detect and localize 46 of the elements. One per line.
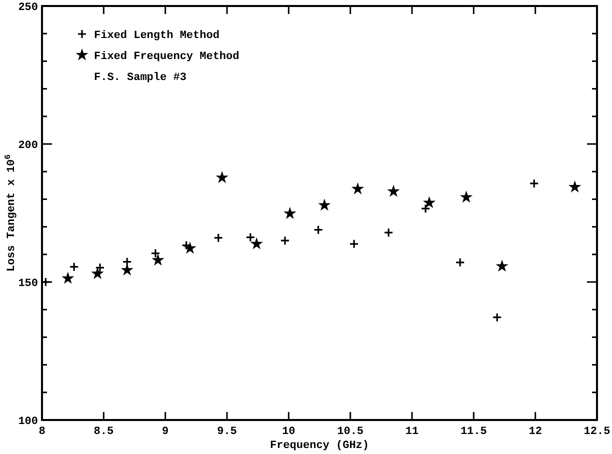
point (214, 233, 224, 243)
point (351, 182, 364, 194)
point (492, 312, 502, 322)
legend-label: Fixed Frequency Method (94, 50, 240, 63)
point (62, 272, 74, 284)
point (313, 225, 324, 235)
point (250, 237, 263, 250)
y-tick-label: 200 (18, 140, 38, 152)
x-tick-label: 11 (405, 426, 419, 438)
x-tick-label: 8 (38, 426, 46, 438)
point (184, 242, 196, 254)
x-tick-label: 12 (528, 426, 542, 438)
point (422, 196, 436, 208)
x-tick-label: 10.5 (337, 426, 364, 438)
point (529, 178, 539, 188)
point (95, 262, 105, 272)
point (246, 232, 256, 242)
y-tick-label: 150 (18, 278, 38, 290)
point (460, 190, 473, 203)
point (284, 206, 296, 219)
y-tick-label: 250 (18, 2, 38, 14)
point (496, 260, 508, 272)
point (152, 254, 164, 266)
annotation: F.S. Sample #3 (94, 72, 187, 84)
x-tick-label: 9 (162, 426, 169, 438)
x-tick-label: 12.5 (584, 426, 611, 438)
x-tick-label: 9.5 (217, 426, 238, 438)
point (387, 184, 400, 197)
point (91, 267, 104, 280)
point (150, 248, 160, 258)
legend-label: Fixed Length Method (94, 30, 220, 42)
point (318, 198, 331, 211)
point (69, 262, 79, 272)
x-tick-label: 8.5 (94, 426, 114, 438)
point (568, 180, 582, 192)
point (349, 239, 359, 249)
point (420, 204, 430, 214)
point (122, 257, 132, 267)
point (216, 171, 228, 184)
point (455, 258, 465, 268)
x-tick-label: 10 (282, 426, 296, 438)
x-tick-label: 11.5 (460, 426, 488, 438)
x-axis-title: Frequency (GHz) (270, 440, 370, 452)
point (280, 236, 290, 246)
point (384, 228, 394, 238)
y-tick-label: 100 (18, 416, 38, 428)
